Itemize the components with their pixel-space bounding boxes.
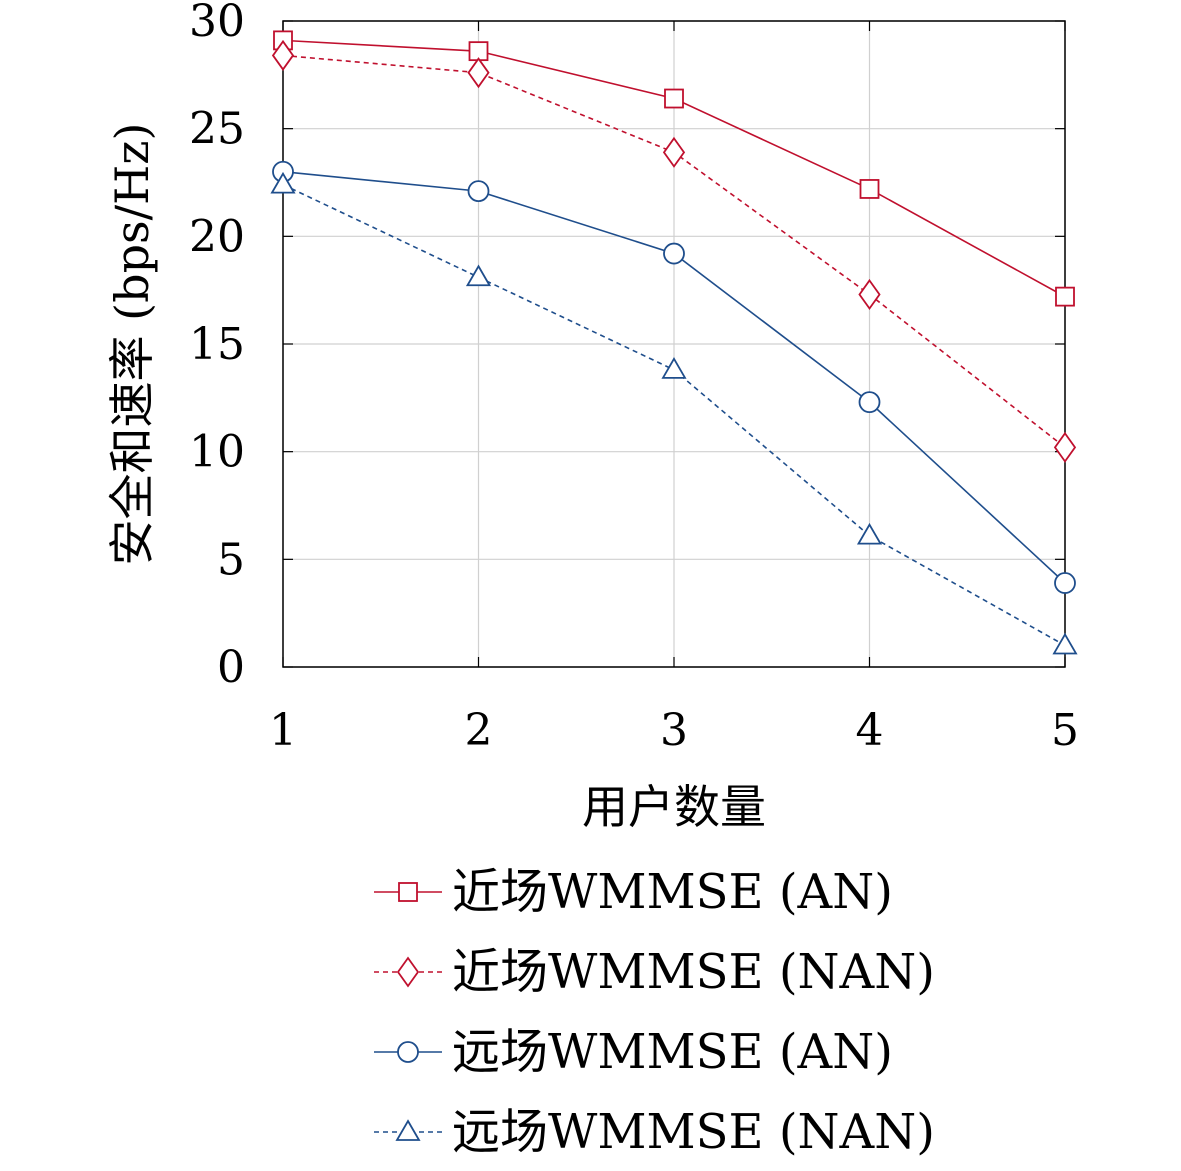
data-point-circle — [858, 391, 881, 414]
y-tick-label: 15 — [189, 319, 245, 370]
legend-marker-triangle — [395, 1119, 421, 1141]
grid — [282, 20, 1066, 668]
data-point-triangle — [270, 171, 296, 194]
data-point-triangle — [465, 264, 492, 287]
data-point-diamond — [271, 39, 295, 72]
y-tick-label: 30 — [189, 0, 245, 47]
y-tick-label: 25 — [189, 104, 245, 155]
legend-entry: 近场WMMSE (AN) — [374, 864, 893, 920]
data-point-diamond — [662, 136, 686, 168]
y-tick-label: 0 — [217, 642, 245, 693]
legend-entry: 远场WMMSE (NAN) — [374, 1104, 935, 1160]
series-2 — [271, 39, 1077, 463]
data-point-circle — [467, 180, 490, 203]
legend-label: 远场WMMSE (AN) — [452, 1024, 893, 1080]
x-tick-label: 3 — [660, 705, 688, 756]
y-axis-label: 安全和速率 (bps/Hz) — [105, 123, 159, 566]
legend-entry: 远场WMMSE (AN) — [374, 1024, 893, 1080]
legend-marker-diamond — [396, 956, 420, 988]
data-point-triangle — [1052, 632, 1078, 655]
y-tick-label: 20 — [189, 211, 245, 262]
legend-label: 远场WMMSE (NAN) — [452, 1104, 935, 1160]
x-tick-label: 1 — [269, 705, 297, 756]
data-point-diamond — [858, 278, 881, 311]
legend-entry: 近场WMMSE (NAN) — [374, 944, 935, 1000]
data-point-triangle — [661, 357, 687, 379]
legend-marker-circle — [397, 1041, 419, 1063]
data-point-circle — [1054, 572, 1076, 594]
data-point-diamond — [1053, 431, 1077, 463]
data-point-square — [859, 179, 880, 199]
data-point-circle — [663, 242, 685, 265]
data-point-square — [664, 88, 684, 109]
data-point-diamond — [467, 57, 490, 89]
x-tick-label: 5 — [1051, 705, 1079, 756]
data-point-triangle — [856, 522, 883, 545]
x-tick-label: 4 — [856, 705, 884, 756]
x-axis-label: 用户数量 — [582, 780, 766, 834]
data-point-square — [1055, 286, 1075, 307]
y-tick-label: 10 — [189, 427, 245, 478]
series-4 — [270, 171, 1078, 655]
series-group — [270, 30, 1078, 655]
legend-label: 近场WMMSE (NAN) — [452, 944, 935, 1000]
legend-marker-square — [398, 882, 418, 902]
series-3 — [272, 160, 1076, 594]
x-tick-label: 2 — [465, 705, 493, 756]
axis-ticks: 1 2 3 4 5 0 5 10 15 20 25 30 — [189, 0, 1079, 756]
y-tick-label: 5 — [217, 534, 245, 585]
legend-label: 近场WMMSE (AN) — [452, 864, 893, 920]
series-1 — [273, 30, 1075, 307]
legend: 近场WMMSE (AN) 近场WMMSE (NAN) 远场WMMSE (AN) 远场W… — [374, 864, 935, 1160]
